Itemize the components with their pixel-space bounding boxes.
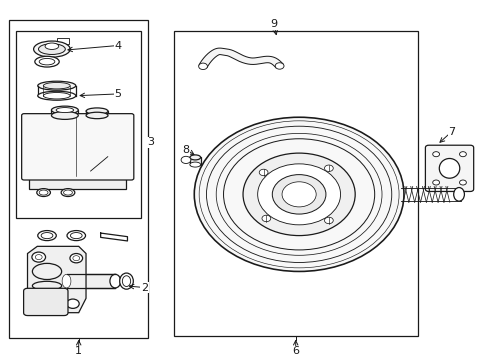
Ellipse shape — [67, 230, 85, 240]
Text: 8: 8 — [182, 144, 189, 154]
Ellipse shape — [62, 274, 71, 288]
Bar — [66, 274, 115, 288]
Circle shape — [459, 180, 466, 185]
Ellipse shape — [51, 106, 78, 114]
Ellipse shape — [56, 108, 73, 113]
Circle shape — [70, 253, 82, 263]
Ellipse shape — [70, 233, 82, 239]
Circle shape — [41, 297, 53, 306]
Ellipse shape — [37, 189, 50, 197]
Ellipse shape — [38, 230, 56, 240]
Circle shape — [262, 215, 270, 222]
Ellipse shape — [43, 93, 70, 99]
Text: 5: 5 — [114, 89, 121, 99]
Text: 2: 2 — [141, 283, 148, 293]
Circle shape — [66, 299, 79, 309]
Bar — [35, 264, 61, 286]
Ellipse shape — [275, 63, 284, 69]
Circle shape — [432, 180, 439, 185]
Ellipse shape — [34, 41, 70, 57]
Circle shape — [36, 293, 58, 309]
Circle shape — [282, 182, 316, 207]
Text: 4: 4 — [114, 41, 121, 50]
Circle shape — [257, 164, 340, 225]
Text: 3: 3 — [147, 138, 154, 147]
Ellipse shape — [38, 81, 76, 90]
Ellipse shape — [43, 82, 70, 89]
Ellipse shape — [39, 58, 55, 65]
Ellipse shape — [189, 162, 200, 167]
Circle shape — [259, 169, 267, 176]
FancyBboxPatch shape — [21, 114, 134, 180]
Bar — [173, 31, 417, 336]
FancyBboxPatch shape — [425, 145, 473, 192]
Bar — [86, 111, 108, 116]
Circle shape — [32, 252, 45, 262]
Polygon shape — [27, 246, 86, 313]
FancyBboxPatch shape — [23, 288, 68, 316]
Ellipse shape — [51, 112, 78, 120]
Polygon shape — [199, 48, 283, 68]
Circle shape — [181, 156, 190, 163]
Ellipse shape — [61, 189, 75, 197]
Ellipse shape — [32, 281, 61, 290]
Ellipse shape — [63, 190, 72, 195]
Bar — [51, 110, 78, 116]
Circle shape — [459, 152, 466, 157]
Ellipse shape — [110, 274, 121, 288]
Circle shape — [324, 165, 333, 171]
Ellipse shape — [38, 91, 76, 100]
Ellipse shape — [45, 43, 59, 49]
Ellipse shape — [189, 155, 200, 160]
Circle shape — [35, 255, 42, 260]
Ellipse shape — [453, 188, 464, 201]
Ellipse shape — [35, 56, 59, 67]
Bar — [16, 31, 141, 218]
Circle shape — [272, 175, 325, 214]
Text: 1: 1 — [75, 346, 82, 356]
Circle shape — [432, 152, 439, 157]
Text: 9: 9 — [270, 19, 277, 29]
Ellipse shape — [39, 190, 48, 195]
Bar — [9, 21, 148, 338]
Ellipse shape — [41, 233, 53, 239]
Ellipse shape — [32, 264, 61, 279]
Circle shape — [32, 299, 45, 309]
Ellipse shape — [120, 273, 133, 289]
Circle shape — [324, 217, 333, 224]
Ellipse shape — [86, 108, 108, 114]
Ellipse shape — [86, 112, 108, 119]
Ellipse shape — [198, 63, 207, 69]
Bar — [189, 157, 200, 165]
Circle shape — [73, 256, 80, 261]
Ellipse shape — [39, 44, 65, 54]
Circle shape — [243, 153, 354, 235]
Circle shape — [194, 117, 403, 271]
Ellipse shape — [438, 158, 459, 178]
Bar — [57, 38, 69, 44]
Text: 6: 6 — [292, 346, 299, 356]
Bar — [29, 176, 126, 189]
Polygon shape — [101, 233, 127, 241]
Circle shape — [35, 301, 42, 306]
Text: 7: 7 — [447, 127, 454, 136]
Ellipse shape — [122, 276, 130, 287]
